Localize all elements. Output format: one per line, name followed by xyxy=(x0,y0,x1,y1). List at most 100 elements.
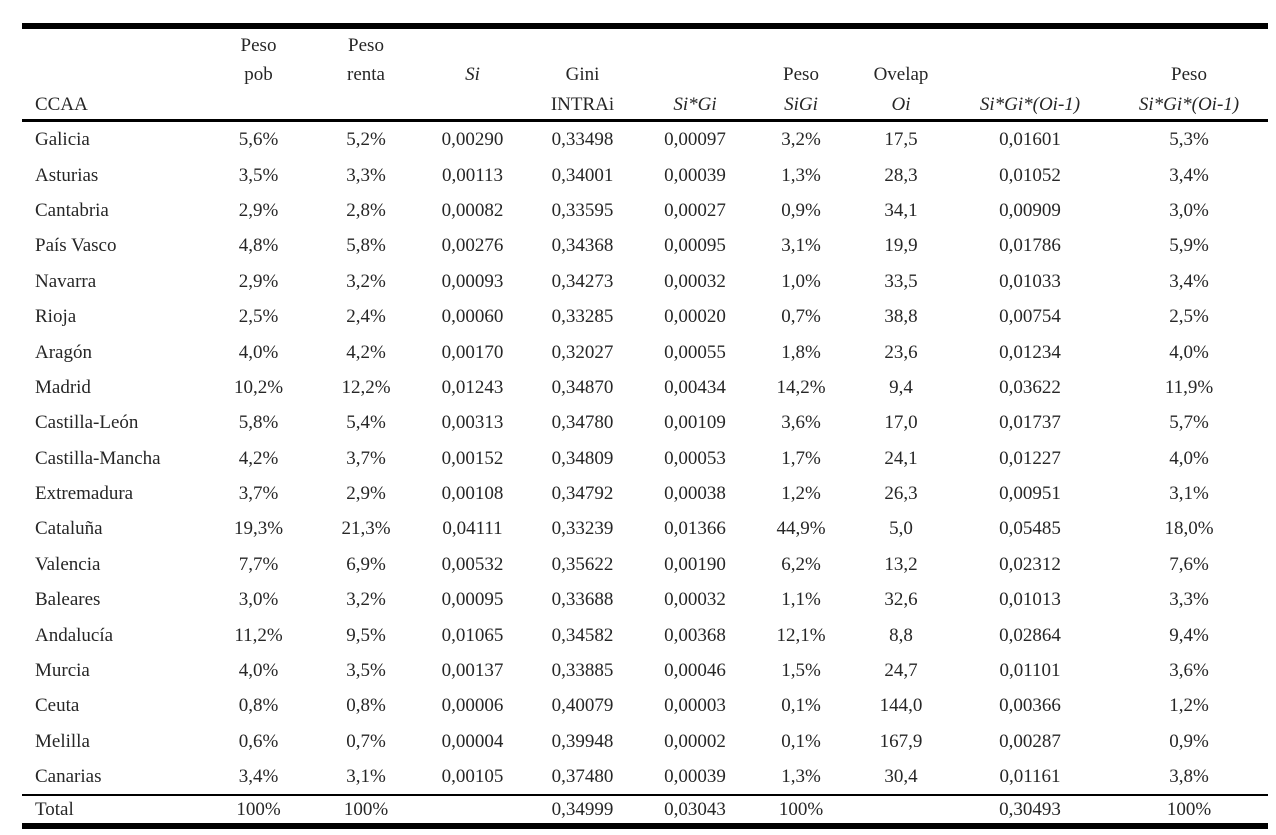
cell-ovelap-oi: 23,6 xyxy=(884,341,918,363)
cell-si-gi: 0,00368 xyxy=(664,624,726,646)
cell-peso-pob: 2,5% xyxy=(238,306,279,328)
cell-peso-sigi: 6,2% xyxy=(781,553,821,575)
cell-ovelap-oi: 33,5 xyxy=(884,270,918,292)
row-label: Castilla-Mancha xyxy=(35,447,161,469)
row-label: Rioja xyxy=(35,306,77,328)
cell-si: 0,01065 xyxy=(441,624,504,646)
cell-gini-intrai: 0,32027 xyxy=(551,341,614,363)
cell-si-gi: 0,00039 xyxy=(664,766,726,788)
cell-peso-renta: 0,8% xyxy=(346,695,386,717)
cell-peso-pob: 5,8% xyxy=(238,412,279,434)
total-label: Total xyxy=(22,794,205,824)
col-header-ccaa-line3: CCAA xyxy=(22,87,205,122)
cell-si: 0,00170 xyxy=(441,341,504,363)
cell-gini-intrai: 0,34870 xyxy=(551,376,614,398)
cell-ovelap-oi: 24,7 xyxy=(884,660,918,682)
col-header-si-gi-line3: Si*Gi xyxy=(640,87,750,122)
col-header-peso-renta-line1: Peso xyxy=(348,35,384,56)
col-header-peso-sigi-line3: SiGi xyxy=(750,87,852,122)
cell-peso-si-gi-oi-1: 5,3% xyxy=(1169,129,1209,151)
cell-peso-renta: 5,4% xyxy=(346,412,386,434)
row-label: Cantabria xyxy=(35,199,109,221)
cell-si-gi: 0,00020 xyxy=(664,306,726,328)
cell-peso-si-gi-oi-1: 3,8% xyxy=(1169,766,1209,788)
cell-si-gi-oi-1: 0,01234 xyxy=(999,341,1061,363)
cell-si-gi: 0,00434 xyxy=(664,376,726,398)
row-label: Baleares xyxy=(35,589,101,611)
cell-peso-renta: 2,8% xyxy=(346,199,386,221)
cell-peso-sigi: 0,7% xyxy=(781,306,821,328)
cell-gini-intrai: 0,37480 xyxy=(551,766,614,788)
col-header-peso-si-gi-oi-1-line1 xyxy=(1110,29,1268,58)
bottom-rule xyxy=(22,823,1268,830)
cell-peso-si-gi-oi-1: 9,4% xyxy=(1169,624,1209,646)
cell-ovelap-oi: 8,8 xyxy=(889,624,913,646)
cell-ovelap-oi: 24,1 xyxy=(884,447,918,469)
cell-peso-renta: 3,2% xyxy=(346,270,386,292)
cell-peso-si-gi-oi-1: 5,9% xyxy=(1169,235,1209,257)
col-header-peso-si-gi-oi-1-line2: Peso xyxy=(1171,64,1207,85)
row-label: Valencia xyxy=(35,553,101,575)
row-label: Ceuta xyxy=(35,695,80,717)
cell-si-gi-oi-1: 0,01786 xyxy=(999,235,1061,257)
col-header-ccaa-line2 xyxy=(22,58,205,87)
cell-peso-sigi: 1,3% xyxy=(781,766,821,788)
cell-peso-renta: 5,2% xyxy=(346,129,386,151)
cell-si-gi-oi-1: 0,00909 xyxy=(999,199,1061,221)
cell-gini-intrai: 0,33688 xyxy=(551,589,614,611)
row-label: Galicia xyxy=(35,129,90,151)
row-label: País Vasco xyxy=(35,235,117,257)
cell-si-gi-oi-1: 0,01601 xyxy=(999,129,1061,151)
table-row: Melilla 0,6% 0,7% 0,00004 0,39948 0,00002 0,1%… xyxy=(22,724,1268,759)
col-header-peso-sigi-line1 xyxy=(750,29,852,58)
table-body: Galicia 5,6% 5,2% 0,00290 0,33498 0,00097 3,2%… xyxy=(22,121,1268,796)
cell-peso-sigi: 3,1% xyxy=(781,235,821,257)
cell-peso-renta: 21,3% xyxy=(341,518,391,540)
cell-si-gi-oi-1: 0,01101 xyxy=(999,660,1061,682)
cell-peso-renta: 12,2% xyxy=(341,376,391,398)
table-header: Peso Peso pob renta Si Gini Peso Ovelap Peso CCAA… xyxy=(22,29,1268,122)
cell-peso-renta: 3,3% xyxy=(346,164,386,186)
cell-gini-intrai: 0,35622 xyxy=(551,553,614,575)
cell-peso-pob: 4,2% xyxy=(238,447,279,469)
table-row: Andalucía 11,2% 9,5% 0,01065 0,34582 0,00368 1… xyxy=(22,617,1268,652)
cell-si-gi: 0,00053 xyxy=(664,447,726,469)
col-header-peso-sigi-line2: Peso xyxy=(783,64,819,85)
cell-peso-pob: 11,2% xyxy=(234,624,283,646)
cell-si-gi-oi-1: 0,01161 xyxy=(999,766,1061,788)
cell-si-gi: 0,00002 xyxy=(664,730,726,752)
col-header-si-gi-line1 xyxy=(640,29,750,58)
table-row: Aragón 4,0% 4,2% 0,00170 0,32027 0,00055 1,8% 2… xyxy=(22,334,1268,369)
row-label: Madrid xyxy=(35,376,91,398)
col-header-peso-pob-line1: Peso xyxy=(240,35,277,56)
cell-peso-sigi: 3,2% xyxy=(781,129,821,151)
cell-peso-pob: 4,8% xyxy=(238,235,279,257)
cell-peso-pob: 3,5% xyxy=(238,164,279,186)
col-header-peso-renta-line3 xyxy=(312,87,420,122)
cell-gini-intrai: 0,34582 xyxy=(551,624,614,646)
cell-ovelap-oi: 17,5 xyxy=(884,129,918,151)
cell-ovelap-oi: 26,3 xyxy=(884,483,918,505)
table-row: Castilla-Mancha 4,2% 3,7% 0,00152 0,34809 0,0… xyxy=(22,441,1268,476)
cell-ovelap-oi: 9,4 xyxy=(889,376,913,398)
table-row: Madrid 10,2% 12,2% 0,01243 0,34870 0,00434 14,… xyxy=(22,370,1268,405)
cell-peso-pob: 10,2% xyxy=(233,376,284,398)
cell-si-gi-oi-1: 0,02312 xyxy=(999,553,1061,575)
col-header-si-line1 xyxy=(420,29,525,58)
row-label: Canarias xyxy=(35,766,102,788)
cell-si-gi-oi-1: 0,01052 xyxy=(999,164,1061,186)
cell-si-gi: 0,00046 xyxy=(664,660,726,682)
cell-si: 0,04111 xyxy=(442,518,503,540)
cell-peso-renta: 5,8% xyxy=(346,235,386,257)
cell-gini-intrai: 0,39948 xyxy=(551,730,614,752)
cell-peso-si-gi-oi-1: 0,9% xyxy=(1169,730,1209,752)
cell-peso-sigi: 0,9% xyxy=(781,199,821,221)
cell-peso-renta: 2,4% xyxy=(346,306,386,328)
header-line-2: pob renta Si Gini Peso Ovelap Peso xyxy=(22,58,1268,87)
row-label: Navarra xyxy=(35,270,97,292)
cell-si-gi: 0,00003 xyxy=(664,695,726,717)
cell-peso-renta: 6,9% xyxy=(346,553,386,575)
col-header-gini-intrai-line1 xyxy=(525,29,640,58)
cell-peso-sigi: 14,2% xyxy=(776,376,826,398)
cell-si-gi-oi-1: 0,02864 xyxy=(999,624,1061,646)
